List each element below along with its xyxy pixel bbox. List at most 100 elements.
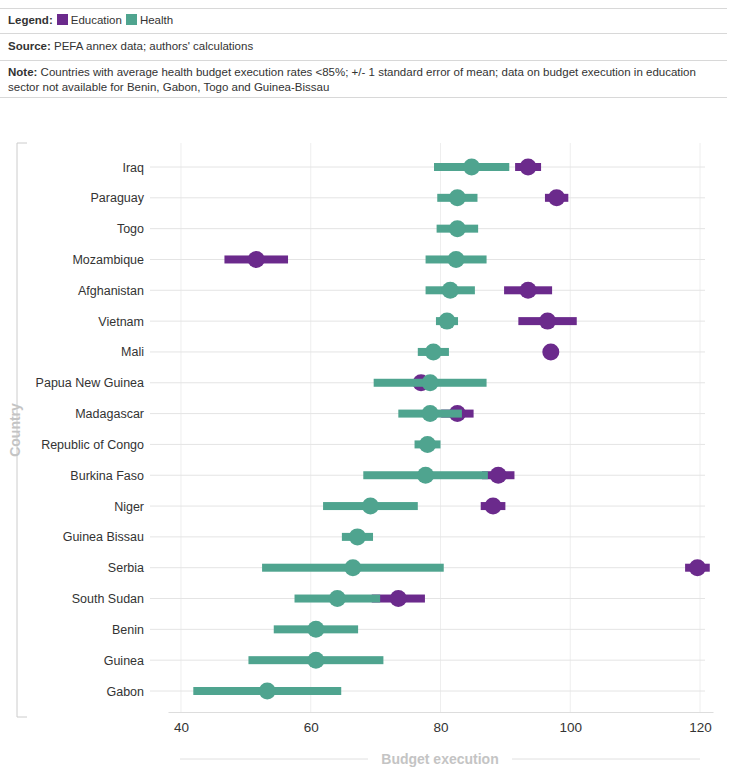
- y-tick-label: Gabon: [106, 685, 144, 699]
- x-tick-label: 120: [689, 720, 712, 735]
- y-tick: Guinea Bissau: [63, 530, 144, 544]
- y-tick: Guinea: [104, 654, 144, 668]
- dot: [449, 220, 466, 237]
- y-axis-title: Country: [7, 403, 23, 457]
- note-label: Note:: [8, 66, 37, 78]
- dot: [463, 159, 480, 176]
- separator: [0, 8, 727, 9]
- y-tick: Togo: [117, 222, 144, 236]
- dot: [307, 621, 324, 638]
- y-tick: Iraq: [122, 161, 144, 175]
- y-tick-label: South Sudan: [72, 592, 144, 606]
- x-tick-label: 100: [559, 720, 582, 735]
- y-tick-label: Papua New Guinea: [36, 376, 144, 390]
- row-line: [150, 629, 705, 630]
- y-tick: Gabon: [106, 685, 144, 699]
- y-tick-label: Vietnam: [98, 315, 144, 329]
- row-line: [150, 228, 705, 229]
- row-line: [150, 536, 705, 537]
- y-tick: Afghanistan: [78, 284, 144, 298]
- y-tick: Republic of Congo: [41, 438, 144, 452]
- dot: [307, 652, 324, 669]
- dot: [490, 467, 507, 484]
- y-tick: Burkina Faso: [70, 469, 144, 483]
- row-line: [150, 167, 705, 168]
- dot: [520, 282, 537, 299]
- legend: Legend: Education Health: [8, 13, 720, 28]
- dot: [438, 313, 455, 330]
- x-tick-label: 60: [304, 720, 319, 735]
- axis-title-rule: [180, 759, 368, 760]
- x-tick: 80: [433, 712, 448, 735]
- legend-swatch: [57, 14, 68, 25]
- dot: [520, 159, 537, 176]
- dot: [542, 343, 559, 360]
- y-tick: Serbia: [108, 561, 144, 575]
- x-axis-line: [169, 712, 714, 713]
- dot: [329, 590, 346, 607]
- dot: [689, 559, 706, 576]
- y-tick-label: Togo: [117, 222, 144, 236]
- dot: [442, 282, 459, 299]
- legend-label: Education: [71, 14, 122, 26]
- x-tick-label: 80: [433, 720, 448, 735]
- dot: [548, 189, 565, 206]
- x-axis: 40 60 80 100 120: [169, 712, 714, 735]
- y-tick-label: Madagascar: [75, 407, 144, 421]
- dot: [422, 374, 439, 391]
- x-tick: 40: [174, 712, 189, 735]
- dot: [448, 251, 465, 268]
- y-tick: Paraguay: [90, 191, 144, 205]
- y-tick-label: Republic of Congo: [41, 438, 144, 452]
- separator: [0, 60, 727, 61]
- y-tick-label: Burkina Faso: [70, 469, 144, 483]
- y-tick: Mozambique: [72, 253, 144, 267]
- note-text: Countries with average health budget exe…: [8, 66, 696, 93]
- legend-label: Health: [140, 14, 173, 26]
- y-tick: South Sudan: [72, 592, 144, 606]
- row-line: [150, 506, 705, 507]
- y-tick: Papua New Guinea: [36, 376, 144, 390]
- dot: [539, 313, 556, 330]
- dot: [362, 498, 379, 515]
- legend-swatch: [126, 14, 137, 25]
- x-tick-label: 40: [174, 720, 189, 735]
- y-tick: Vietnam: [98, 315, 144, 329]
- dot: [485, 498, 502, 515]
- y-tick-label: Mali: [121, 345, 144, 359]
- note: Note: Countries with average health budg…: [8, 65, 720, 95]
- series: [224, 159, 709, 608]
- x-tick: 100: [559, 712, 582, 735]
- y-tick-label: Iraq: [122, 161, 144, 175]
- y-tick-label: Guinea: [104, 654, 144, 668]
- y-tick: Benin: [112, 623, 144, 637]
- source: Source: PEFA annex data; authors' calcul…: [8, 39, 720, 54]
- separator: [0, 33, 727, 34]
- row-line: [150, 197, 705, 198]
- y-tick-label: Benin: [112, 623, 144, 637]
- dot: [419, 436, 436, 453]
- dot: [344, 559, 361, 576]
- y-tick-label: Mozambique: [72, 253, 144, 267]
- dot: [349, 528, 366, 545]
- chart: Country406080100120Budget executionIraqP…: [0, 0, 747, 777]
- dot: [248, 251, 265, 268]
- y-tick: Mali: [121, 345, 144, 359]
- y-tick-label: Niger: [114, 500, 144, 514]
- series: [193, 159, 509, 700]
- dot: [417, 467, 434, 484]
- y-tick: Madagascar: [75, 407, 144, 421]
- row-line: [150, 598, 705, 599]
- dot: [422, 405, 439, 422]
- legend-title: Legend:: [8, 14, 53, 26]
- row-line: [150, 660, 705, 661]
- source-text: PEFA annex data; authors' calculations: [54, 40, 253, 52]
- y-tick: Niger: [114, 500, 144, 514]
- separator: [0, 97, 727, 98]
- x-tick: 120: [689, 712, 712, 735]
- x-tick: 60: [304, 712, 319, 735]
- dot: [259, 683, 276, 700]
- y-axis: Iraq Paraguay Togo Mozambique Afghanistan Vie…: [36, 161, 145, 699]
- dot: [425, 343, 442, 360]
- dot: [390, 590, 407, 607]
